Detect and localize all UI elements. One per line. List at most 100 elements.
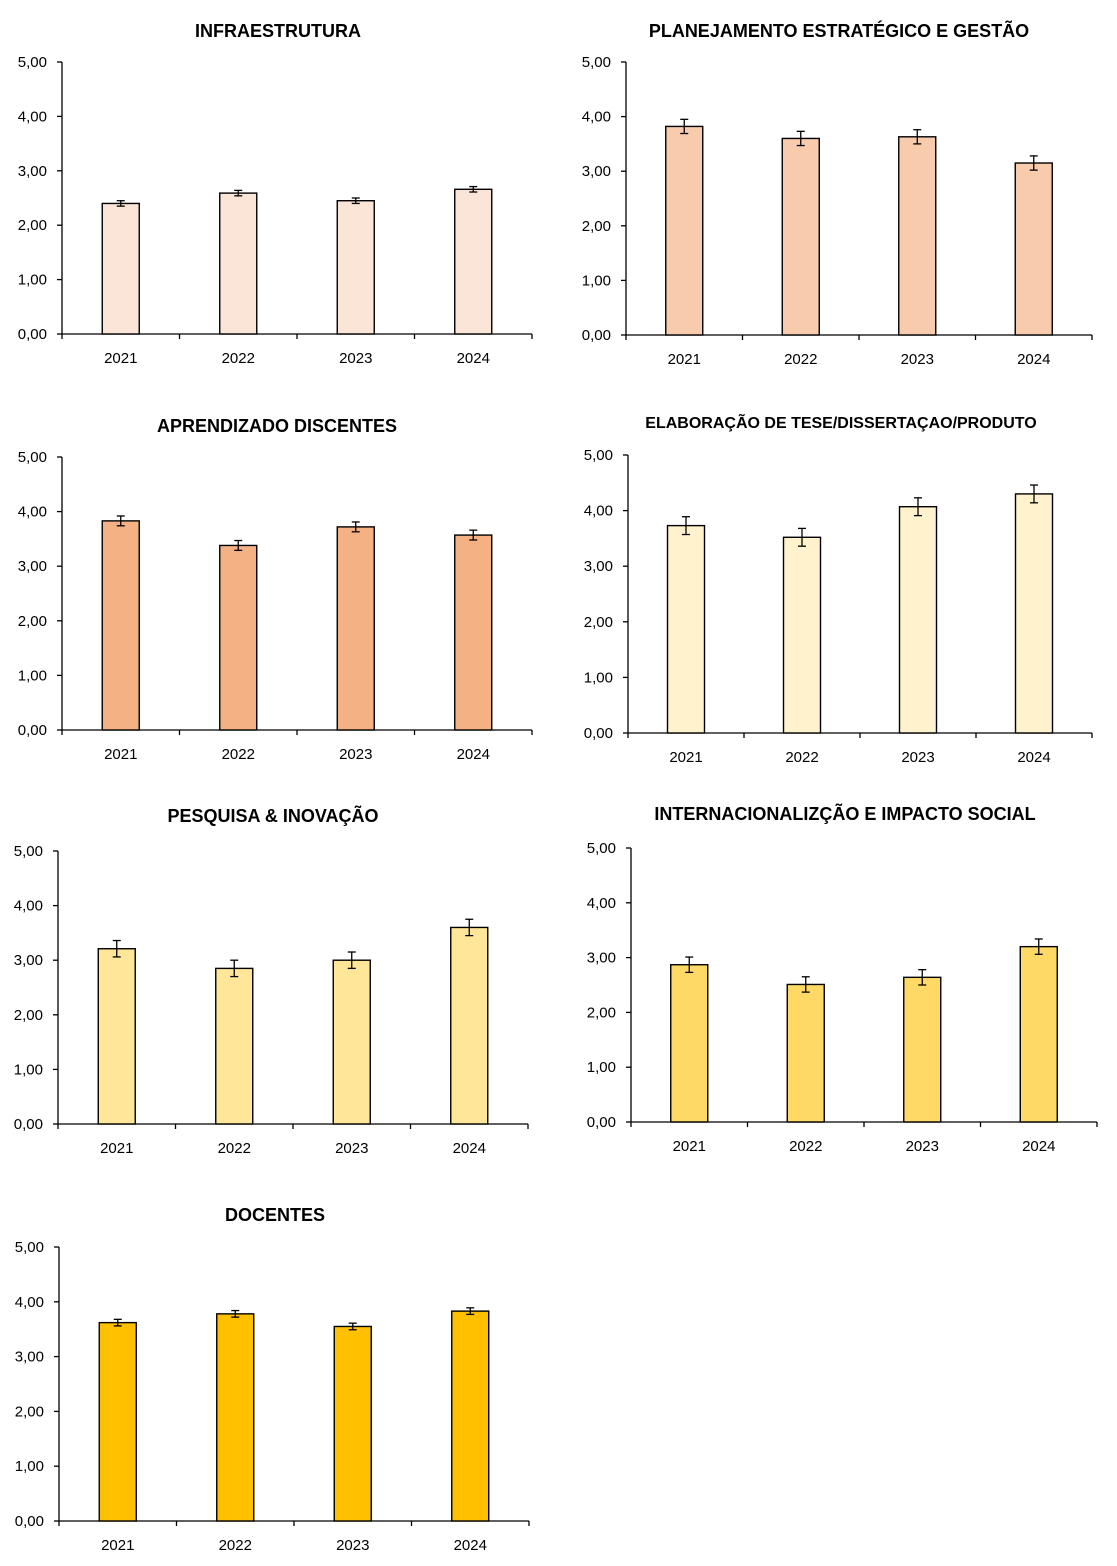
chart-svg: PLANEJAMENTO ESTRATÉGICO E GESTÃO 0,00 1,0… [582, 20, 1093, 368]
bar-2023 [336, 526, 375, 731]
chart-infraestrutura: INFRAESTRUTURA 0,00 1,00 2,00 3,00 4,00 5,00 20… [0, 10, 540, 380]
bar-2022 [786, 983, 825, 1123]
bar-2022 [215, 967, 254, 1125]
y-tick-label: 0,00 [15, 1513, 44, 1530]
bar-2023 [898, 506, 938, 734]
bar-2024 [454, 188, 493, 335]
chart-svg: APRENDIZADO DISCENTES 0,00 1,00 2,00 3,00 4,0… [18, 416, 533, 763]
bar-2023 [336, 200, 375, 335]
y-tick-label: 5,00 [587, 840, 616, 857]
y-tick-label: 4,00 [18, 504, 47, 521]
y-tick-label: 0,00 [14, 1116, 43, 1133]
x-tick-label: 2024 [1022, 1138, 1055, 1155]
y-tick-label: 4,00 [582, 109, 611, 126]
y-tick-label: 4,00 [14, 898, 43, 915]
y-tick-label: 1,00 [14, 1061, 43, 1078]
bar-2021 [97, 948, 136, 1125]
x-tick-label: 2024 [453, 1140, 486, 1157]
y-tick-label: 1,00 [18, 667, 47, 684]
bar-2023 [898, 136, 937, 336]
bar-2023 [333, 1325, 372, 1522]
x-tick-label: 2021 [668, 351, 701, 368]
y-tick-label: 0,00 [18, 722, 47, 739]
chart-svg: ELABORAÇÃO DE TESE/DISSERTAÇAO/PRODUTO 0,… [584, 412, 1093, 766]
bar-2024 [1019, 945, 1058, 1123]
x-tick-label: 2024 [454, 1537, 487, 1554]
y-tick-label: 1,00 [587, 1059, 616, 1076]
y-tick-label: 0,00 [18, 326, 47, 343]
x-tick-label: 2021 [669, 749, 702, 766]
x-tick-label: 2022 [222, 350, 255, 367]
chart-svg: INFRAESTRUTURA 0,00 1,00 2,00 3,00 4,00 5,00 20… [18, 21, 533, 367]
chart-title: PLANEJAMENTO ESTRATÉGICO E GESTÃO [649, 20, 1029, 41]
x-tick-label: 2024 [1017, 351, 1050, 368]
bar-2023 [332, 959, 371, 1125]
bar-2022 [216, 1313, 255, 1522]
x-tick-label: 2022 [789, 1138, 822, 1155]
bar-2022 [219, 192, 258, 335]
y-tick-label: 1,00 [582, 272, 611, 289]
x-tick-label: 2022 [218, 1140, 251, 1157]
y-tick-label: 3,00 [18, 558, 47, 575]
y-tick-label: 3,00 [582, 163, 611, 180]
x-tick-label: 2022 [222, 746, 255, 763]
y-tick-label: 0,00 [584, 725, 613, 742]
x-tick-label: 2024 [457, 746, 490, 763]
y-tick-label: 5,00 [18, 449, 47, 466]
y-tick-label: 1,00 [18, 272, 47, 289]
bar-2024 [454, 534, 493, 731]
y-tick-label: 4,00 [18, 108, 47, 125]
y-tick-label: 5,00 [14, 843, 43, 860]
bar-2021 [101, 202, 140, 335]
bar-2022 [782, 536, 822, 734]
x-tick-label: 2021 [104, 350, 137, 367]
y-tick-label: 0,00 [582, 327, 611, 344]
y-tick-label: 3,00 [18, 163, 47, 180]
bar-2023 [903, 976, 942, 1123]
chart-pesquisa: PESQUISA & INOVAÇÃO 0,00 1,00 2,00 3,00 4,00 5… [0, 798, 540, 1168]
x-tick-label: 2021 [104, 746, 137, 763]
y-tick-label: 5,00 [584, 447, 613, 464]
bar-2024 [1014, 162, 1053, 336]
x-tick-label: 2022 [219, 1537, 252, 1554]
chart-elaboracao: ELABORAÇÃO DE TESE/DISSERTAÇAO/PRODUTO 0,… [560, 405, 1100, 775]
x-tick-label: 2021 [100, 1140, 133, 1157]
bar-2024 [1014, 493, 1054, 734]
chart-docentes: DOCENTES 0,00 1,00 2,00 3,00 4,00 5,00 2021 2022… [0, 1196, 540, 1566]
x-tick-label: 2021 [101, 1537, 134, 1554]
y-tick-label: 0,00 [587, 1114, 616, 1131]
chart-internacionalizacao: INTERNACIONALIZÇÃO E IMPACTO SOCIAL 0,00 1… [560, 798, 1100, 1168]
x-tick-label: 2023 [906, 1138, 939, 1155]
y-tick-label: 3,00 [15, 1349, 44, 1366]
x-tick-label: 2024 [1017, 749, 1050, 766]
x-tick-label: 2023 [335, 1140, 368, 1157]
x-tick-label: 2023 [339, 746, 372, 763]
bar-2021 [665, 125, 704, 336]
y-tick-label: 5,00 [15, 1239, 44, 1256]
y-tick-label: 3,00 [587, 950, 616, 967]
chart-title: INTERNACIONALIZÇÃO E IMPACTO SOCIAL [654, 803, 1035, 824]
x-tick-label: 2023 [901, 749, 934, 766]
y-tick-label: 2,00 [584, 614, 613, 631]
bar-2021 [670, 964, 709, 1123]
y-tick-label: 4,00 [587, 895, 616, 912]
y-tick-label: 5,00 [582, 54, 611, 71]
y-tick-label: 1,00 [15, 1458, 44, 1475]
chart-title: ELABORAÇÃO DE TESE/DISSERTAÇAO/PRODUTO [645, 412, 1036, 432]
x-tick-label: 2022 [785, 749, 818, 766]
y-tick-label: 2,00 [582, 218, 611, 235]
y-tick-label: 4,00 [15, 1294, 44, 1311]
bar-2024 [451, 1310, 490, 1522]
bar-2024 [450, 926, 489, 1125]
y-tick-label: 3,00 [14, 952, 43, 969]
y-tick-label: 1,00 [584, 669, 613, 686]
y-tick-label: 2,00 [18, 217, 47, 234]
x-tick-label: 2023 [336, 1537, 369, 1554]
y-tick-label: 3,00 [584, 558, 613, 575]
y-tick-label: 2,00 [587, 1004, 616, 1021]
bar-2022 [219, 544, 258, 731]
x-tick-label: 2021 [673, 1138, 706, 1155]
chart-planejamento: PLANEJAMENTO ESTRATÉGICO E GESTÃO 0,00 1,0… [560, 10, 1100, 380]
y-tick-label: 4,00 [584, 503, 613, 520]
x-tick-label: 2024 [457, 350, 490, 367]
